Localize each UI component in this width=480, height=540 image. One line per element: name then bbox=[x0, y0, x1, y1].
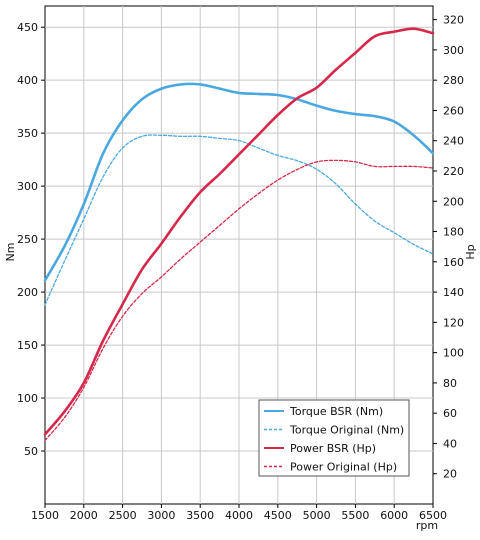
legend-label-power-bsr-hp: Power BSR (Hp) bbox=[290, 442, 376, 455]
series-line-torque-bsr-nm bbox=[43, 82, 435, 282]
y-right-tick-label: 80 bbox=[443, 377, 457, 390]
y-right-tick-label: 180 bbox=[443, 226, 464, 239]
x-tick-label: 6500 bbox=[419, 509, 447, 522]
x-tick-label: 4000 bbox=[225, 509, 253, 522]
legend-box bbox=[258, 399, 410, 477]
y-right-tick-label: 160 bbox=[443, 256, 464, 269]
y-left-tick-label: 400 bbox=[17, 74, 38, 87]
y-axis-left-title: Nm bbox=[4, 243, 17, 262]
legend-label-torque-bsr-nm: Torque BSR (Nm) bbox=[289, 405, 383, 418]
legend: Torque BSR (Nm) Torque Original (Nm) Power… bbox=[258, 399, 410, 477]
y-right-tick-label: 40 bbox=[443, 437, 457, 450]
x-tick-label: 3000 bbox=[147, 509, 175, 522]
legend-label-torque-original-nm: Torque Original (Nm) bbox=[289, 424, 404, 437]
y-left-tick-label: 150 bbox=[17, 339, 38, 352]
y-right-tick-label: 100 bbox=[443, 347, 464, 360]
y-right-tick-label: 20 bbox=[443, 468, 457, 481]
y-axis-right-title: Hp bbox=[464, 244, 477, 259]
y-right-tick-label: 60 bbox=[443, 407, 457, 420]
y-right-tick-label: 320 bbox=[443, 14, 464, 27]
y-right-tick-label: 120 bbox=[443, 316, 464, 329]
x-axis-title: rpm bbox=[416, 519, 438, 532]
y-left-tick-label: 450 bbox=[17, 21, 38, 34]
y-left-tick-label: 250 bbox=[17, 233, 38, 246]
series-line-power-bsr-hp bbox=[43, 27, 435, 436]
y-right-tick-label: 260 bbox=[443, 104, 464, 117]
y-right-tick-label: 200 bbox=[443, 195, 464, 208]
x-tick-label: 4500 bbox=[264, 509, 292, 522]
legend-label-power-original-hp: Power Original (Hp) bbox=[290, 461, 397, 474]
y-right-tick-label: 280 bbox=[443, 74, 464, 87]
x-tick-label: 3500 bbox=[186, 509, 214, 522]
x-tick-label: 5000 bbox=[303, 509, 331, 522]
x-tick-label: 6000 bbox=[380, 509, 408, 522]
legend-items: Torque BSR (Nm) Torque Original (Nm) Power… bbox=[264, 405, 404, 474]
y-left-tick-label: 50 bbox=[24, 445, 38, 458]
x-tick-label: 2500 bbox=[109, 509, 137, 522]
y-left-tick-label: 200 bbox=[17, 286, 38, 299]
y-left-tick-label: 300 bbox=[17, 180, 38, 193]
series-lines bbox=[43, 27, 435, 442]
x-tick-label: 1500 bbox=[31, 509, 59, 522]
y-right-tick-label: 140 bbox=[443, 286, 464, 299]
y-right-tick-label: 220 bbox=[443, 165, 464, 178]
y-left-tick-label: 100 bbox=[17, 392, 38, 405]
y-right-tick-label: 240 bbox=[443, 135, 464, 148]
y-right-tick-label: 300 bbox=[443, 44, 464, 57]
y-left-tick-label: 350 bbox=[17, 127, 38, 140]
series-line-torque-original-nm bbox=[44, 134, 434, 306]
series-line-power-original-hp bbox=[44, 159, 434, 442]
axes: 1500 2000 2500 3000 3500 4000 4500 5000 5500 6000… bbox=[17, 14, 464, 522]
x-tick-label: 5500 bbox=[341, 509, 369, 522]
x-tick-label: 2000 bbox=[70, 509, 98, 522]
